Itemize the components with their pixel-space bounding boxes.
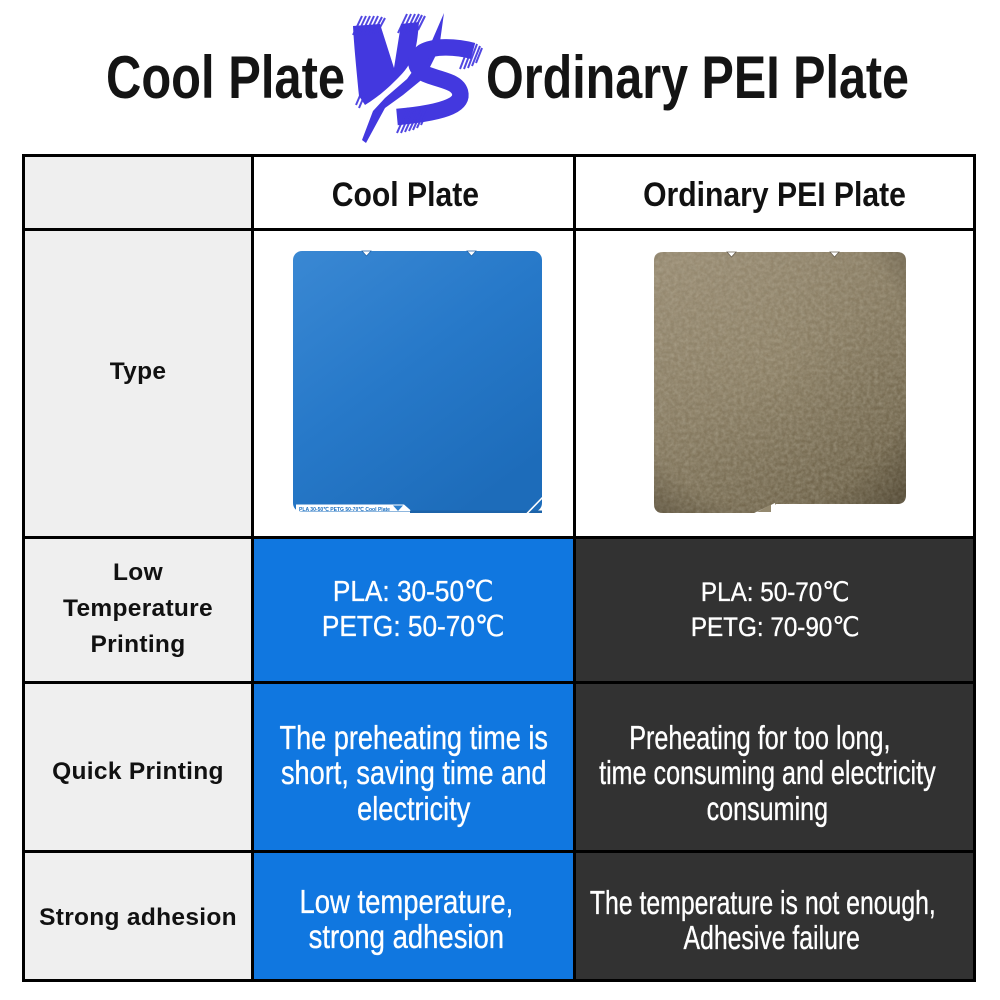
svg-text:PLA 30-50℃ PETG 50-70℃ Cool Pl: PLA 30-50℃ PETG 50-70℃ Cool Plate [299, 506, 390, 513]
